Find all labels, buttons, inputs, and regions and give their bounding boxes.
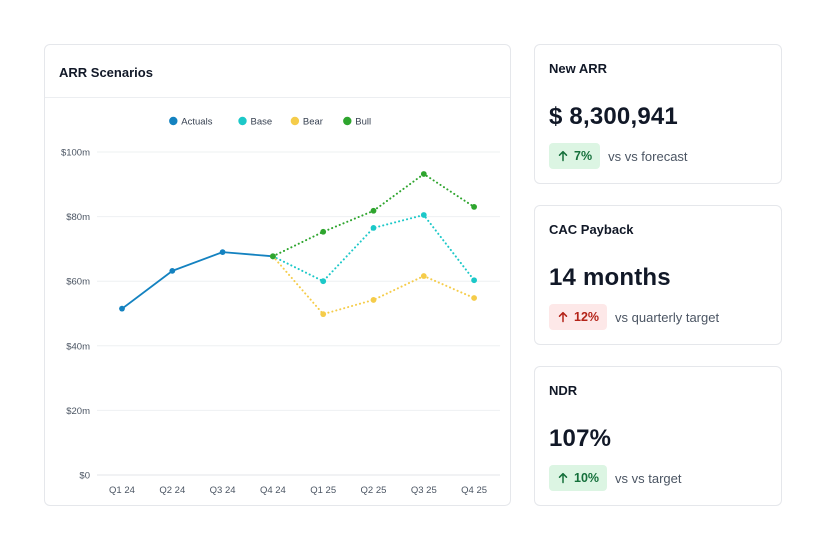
arrow-up-icon [558, 150, 568, 162]
x-tick-label: Q4 24 [260, 485, 286, 496]
data-point [119, 305, 125, 312]
legend-label: Bear [303, 117, 323, 128]
data-point [471, 295, 477, 301]
change-value: 12% [574, 310, 600, 324]
data-point [219, 249, 226, 256]
series-line [121, 251, 274, 310]
kpi-title: CAC Payback [549, 222, 634, 237]
change-badge: 10% [549, 465, 608, 491]
chart-title: ARR Scenarios [59, 65, 153, 80]
legend-marker [290, 116, 300, 126]
x-tick-label: Q1 24 [109, 485, 135, 496]
data-point [370, 207, 377, 214]
y-tick-label: $40m [66, 341, 90, 352]
chart-header: ARR Scenarios [45, 45, 510, 98]
x-tick-label: Q2 25 [361, 485, 387, 496]
data-point [370, 225, 377, 231]
change-badge: 12% [549, 304, 608, 330]
kpi-card-new-arr: New ARR $ 8,300,941 7% vs vs forecast [534, 44, 782, 184]
series-line [271, 255, 476, 316]
kpi-card-ndr: NDR 107% 10% vs vs target [534, 366, 782, 506]
kpi-card-cac-payback: CAC Payback 14 months 12% vs quarterly t… [534, 205, 782, 345]
y-tick-label: $0 [79, 471, 90, 482]
data-point [471, 204, 477, 210]
kpi-comparison: vs quarterly target [615, 309, 720, 325]
kpi-change-row: 10% vs vs target [549, 465, 682, 491]
data-point [420, 273, 427, 279]
data-point [320, 228, 327, 235]
data-point [420, 212, 427, 218]
legend-marker [169, 116, 178, 126]
arrow-up-icon [558, 311, 568, 323]
change-value: 7% [574, 149, 593, 163]
legend-label: Bull [355, 117, 371, 128]
data-point [320, 278, 327, 285]
kpi-title: NDR [549, 383, 578, 398]
arr-line-chart: $0 $20m $40m $60m $80m $100m Q1 24 Q2 24 Q3 24 Q4… [61, 116, 500, 496]
y-tick-label: $80m [66, 212, 90, 223]
kpi-comparison: vs vs target [615, 470, 682, 486]
x-tick-label: Q2 24 [159, 485, 185, 496]
series-line [271, 214, 476, 283]
data-point [370, 297, 377, 303]
y-tick-label: $20m [66, 406, 90, 417]
data-point [420, 171, 427, 177]
kpi-value: $ 8,300,941 [549, 103, 678, 130]
y-tick-label: $60m [66, 277, 90, 288]
kpi-change-row: 12% vs quarterly target [549, 304, 719, 330]
x-tick-label: Q3 25 [411, 485, 437, 496]
x-tick-label: Q4 25 [461, 485, 487, 496]
x-tick-label: Q3 24 [210, 485, 236, 496]
kpi-value: 107% [549, 425, 612, 452]
legend-label: Actuals [181, 117, 212, 128]
change-value: 10% [574, 471, 600, 485]
data-point [320, 311, 327, 318]
legend-marker [238, 116, 247, 126]
arr-scenarios-card: ARR Scenarios $0 $20m $40m $60m $80m $100m Q1 … [44, 44, 511, 506]
arrow-up-icon [558, 472, 568, 484]
kpi-value: 14 months [549, 264, 671, 291]
change-badge: 7% [549, 143, 601, 169]
data-point [270, 253, 276, 260]
y-tick-label: $100m [61, 148, 90, 159]
x-tick-label: Q1 25 [310, 485, 336, 496]
kpi-comparison: vs vs forecast [608, 148, 688, 164]
kpi-change-row: 7% vs vs forecast [549, 143, 688, 169]
data-point [471, 277, 477, 284]
series-line [271, 173, 476, 258]
legend-marker [343, 116, 352, 126]
kpi-title: New ARR [549, 61, 608, 76]
legend-label: Base [251, 117, 273, 128]
data-point [169, 267, 176, 274]
